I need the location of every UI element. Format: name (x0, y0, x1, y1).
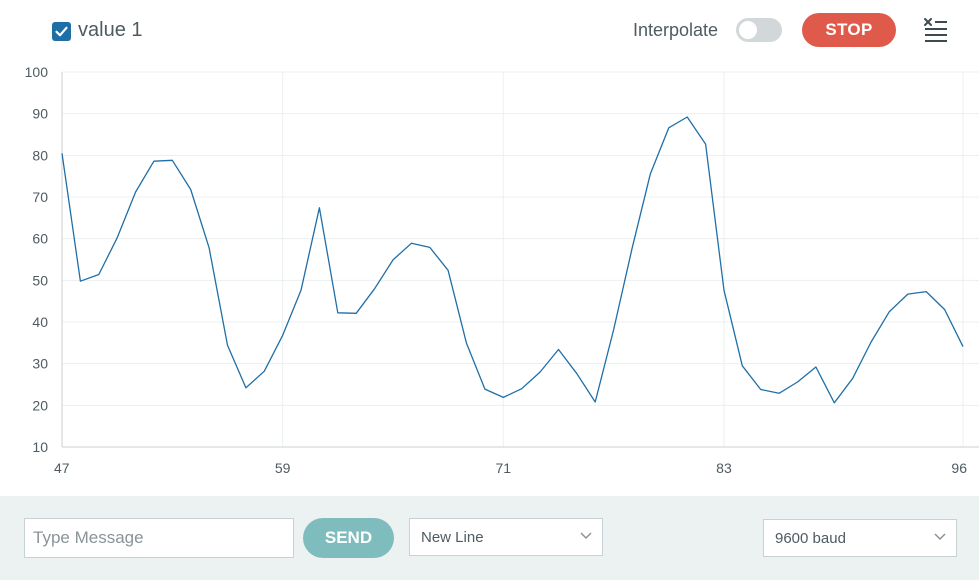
y-tick-label: 90 (32, 106, 48, 122)
line-ending-value: New Line (421, 529, 484, 546)
y-tick-label: 100 (25, 64, 49, 80)
line-ending-select[interactable]: New Line (409, 518, 603, 556)
toggle-knob (739, 21, 757, 39)
x-tick-label: 59 (275, 460, 291, 476)
y-tick-label: 60 (32, 231, 48, 247)
send-button[interactable]: SEND (303, 518, 394, 558)
chevron-down-icon (580, 532, 592, 540)
y-tick-label: 70 (32, 189, 48, 205)
x-tick-label: 71 (496, 460, 512, 476)
checkmark-icon (55, 26, 68, 37)
y-tick-label: 20 (32, 397, 48, 413)
series-label[interactable]: value 1 (78, 19, 143, 41)
y-tick-label: 80 (32, 147, 48, 163)
serial-plot-chart: 10 20 30 40 50 60 70 80 90 100 47 59 71 83 96 (25, 64, 979, 476)
x-tick-label: 83 (716, 460, 732, 476)
send-message-bar: SEND New Line 9600 baud (0, 496, 979, 580)
y-tick-label: 10 (32, 439, 48, 455)
clear-list-icon (924, 18, 947, 42)
chevron-down-icon (934, 533, 946, 541)
stop-button[interactable]: STOP (802, 13, 896, 47)
clear-output-button[interactable] (922, 17, 950, 43)
y-tick-label: 40 (32, 314, 48, 330)
plotter-toolbar: value 1 Interpolate STOP (0, 0, 979, 62)
y-tick-label: 50 (32, 272, 48, 288)
interpolate-label: Interpolate (633, 20, 719, 40)
baud-rate-value: 9600 baud (775, 530, 846, 547)
interpolate-toggle[interactable] (736, 18, 782, 42)
series-line-value-1 (61, 116, 964, 404)
series-checkbox[interactable] (52, 22, 71, 41)
baud-rate-select[interactable]: 9600 baud (763, 519, 957, 557)
y-tick-label: 30 (32, 356, 48, 372)
message-input[interactable] (24, 518, 294, 558)
x-tick-label: 96 (951, 460, 967, 476)
x-tick-label: 47 (54, 460, 70, 476)
